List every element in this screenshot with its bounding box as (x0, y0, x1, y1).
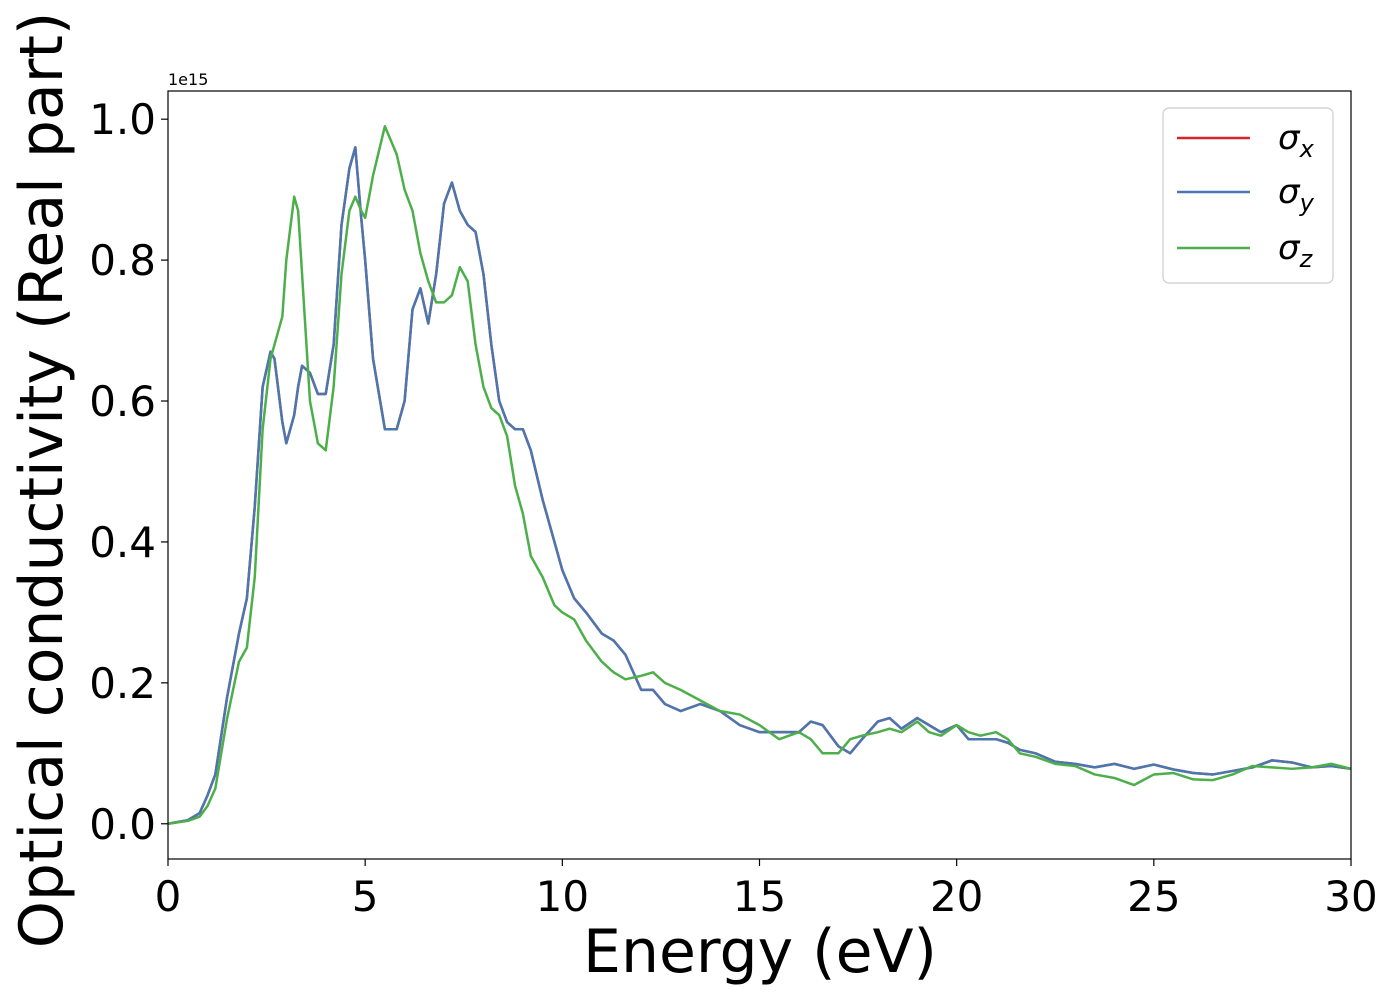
legend-box (1162, 107, 1334, 284)
x-axis-ticks: 0 5 10 15 20 25 30 (155, 859, 1378, 921)
y-tick-label: 0.0 (89, 800, 156, 849)
legend: σx σy σz (1162, 107, 1334, 284)
y-tick-label: 0.4 (89, 518, 156, 567)
x-axis-label: Energy (eV) (583, 917, 937, 987)
series-line-z (167, 124, 1352, 826)
x-tick-label: 0 (155, 872, 182, 921)
y-axis-label: Optical conductivity (Real part) (7, 12, 77, 949)
x-tick-label: 10 (536, 872, 589, 921)
plot-lines (167, 124, 1352, 826)
y-tick-label: 1.0 (89, 95, 156, 144)
y-axis-scale-label: 1e15 (168, 70, 208, 89)
y-tick-label: 0.8 (89, 236, 156, 285)
x-tick-label: 30 (1324, 872, 1377, 921)
y-tick-label: 0.6 (89, 377, 156, 426)
legend-label: σx (1278, 118, 1315, 163)
series-line-y (167, 146, 1352, 826)
legend-label: σy (1278, 172, 1315, 217)
x-tick-label: 15 (733, 872, 786, 921)
y-axis-ticks: 0.0 0.2 0.4 0.6 0.8 1.0 (89, 95, 168, 849)
y-tick-label: 0.2 (89, 659, 156, 708)
legend-label: σz (1278, 228, 1314, 273)
x-tick-label: 20 (930, 872, 983, 921)
x-tick-label: 5 (352, 872, 379, 921)
x-tick-label: 25 (1127, 872, 1180, 921)
